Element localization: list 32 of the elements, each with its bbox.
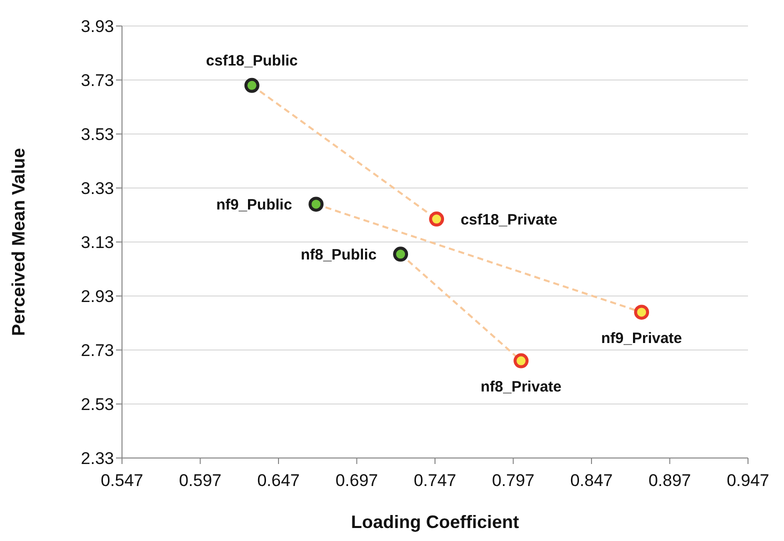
annotation: csf18_Private <box>460 211 558 228</box>
point <box>244 78 260 93</box>
x-tick-label: 0.547 <box>100 471 144 490</box>
y-tick-label: 2.33 <box>80 449 114 468</box>
x-tick-label: 0.797 <box>492 471 535 490</box>
x-tick-label: 0.747 <box>414 471 456 490</box>
x-axis-title: Loading Coefficient <box>351 512 519 532</box>
y-tick-label: 3.93 <box>80 17 114 36</box>
annotation: nf8_Public <box>300 246 377 264</box>
y-tick-label: 2.53 <box>80 395 114 414</box>
point <box>308 196 324 212</box>
y-tick-label: 2.93 <box>80 287 114 306</box>
point <box>429 212 444 227</box>
point <box>393 246 408 262</box>
x-tick-label: 0.697 <box>335 471 378 490</box>
annotation: nf8_Private <box>480 378 562 396</box>
y-axis-title: Perceived Mean Value <box>8 148 28 336</box>
x-tick-label: 0.597 <box>178 471 222 490</box>
y-tick-label: 3.53 <box>80 125 114 144</box>
annotation: nf9_Public <box>216 196 292 214</box>
x-tick-label: 0.897 <box>648 471 692 490</box>
annotation: csf18_Public <box>206 52 298 70</box>
point <box>514 353 529 368</box>
annotation: nf9_Private <box>601 330 682 347</box>
y-tick-label: 3.13 <box>80 233 114 252</box>
x-tick-label: 0.947 <box>726 471 770 490</box>
y-tick-label: 3.33 <box>80 179 114 198</box>
y-tick-label: 3.73 <box>80 71 114 90</box>
point <box>634 304 650 320</box>
x-tick-label: 0.647 <box>257 471 300 490</box>
x-tick-label: 0.847 <box>570 471 613 490</box>
y-tick-label: 2.73 <box>80 341 114 360</box>
